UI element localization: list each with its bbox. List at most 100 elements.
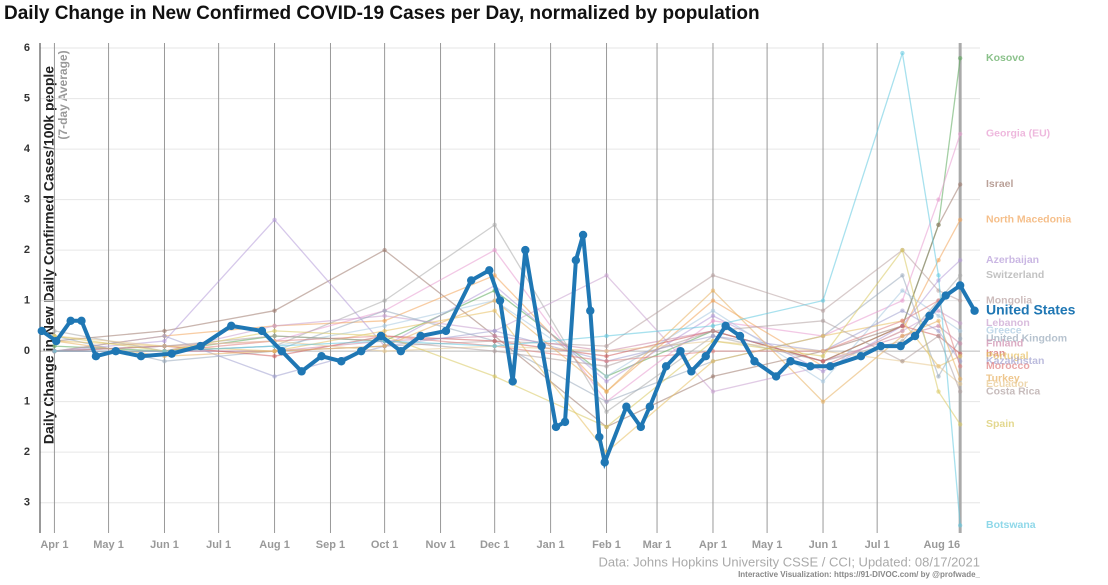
country-point — [900, 308, 905, 313]
highlight-point — [750, 357, 759, 366]
country-label[interactable]: Kazakhstan — [986, 355, 1044, 367]
country-point — [936, 222, 941, 228]
country-point — [936, 197, 941, 202]
highlight-point — [586, 306, 595, 315]
highlight-point — [396, 346, 406, 356]
country-point — [936, 328, 941, 334]
country-point — [382, 308, 387, 313]
country-point — [957, 381, 963, 387]
country-point — [604, 364, 609, 369]
country-line — [54, 58, 961, 378]
x-tick-label: Apr 1 — [40, 539, 68, 551]
series-group — [37, 50, 979, 528]
country-point — [936, 258, 941, 263]
country-point — [492, 222, 497, 228]
highlight-point — [676, 346, 685, 356]
country-label[interactable]: Georgia (EU) — [986, 128, 1050, 140]
x-tick-label: Oct 1 — [371, 539, 399, 551]
country-point — [957, 321, 963, 326]
country-point — [710, 328, 716, 334]
country-label[interactable]: Greece — [986, 325, 1022, 337]
country-point — [820, 318, 826, 324]
x-tick-label: Sep 1 — [316, 539, 345, 551]
country-point — [382, 247, 387, 253]
country-point — [272, 308, 277, 313]
country-label[interactable]: Ecuador — [986, 378, 1028, 390]
country-point — [936, 333, 941, 339]
country-label[interactable]: Turkey — [986, 373, 1020, 385]
country-point — [710, 374, 716, 379]
country-point — [710, 308, 716, 313]
country-label[interactable]: Israel — [986, 178, 1014, 190]
country-point — [957, 131, 963, 137]
country-point — [52, 328, 57, 334]
country-label[interactable]: Spain — [986, 418, 1015, 430]
country-point — [604, 333, 609, 339]
country-point — [957, 422, 963, 427]
highlight-point — [970, 306, 979, 315]
country-point — [900, 50, 905, 56]
country-label[interactable]: North Macedonia — [986, 214, 1071, 226]
country-point — [604, 374, 609, 379]
country-point — [710, 359, 716, 364]
country-label[interactable]: Portugal — [986, 350, 1029, 362]
x-tick-label: Aug 1 — [259, 539, 290, 551]
country-label[interactable]: Morocco — [986, 360, 1030, 372]
country-line — [54, 223, 961, 413]
country-point — [820, 369, 826, 374]
country-point — [936, 374, 941, 379]
highlight-point — [495, 296, 505, 305]
highlight-label[interactable]: United States — [986, 301, 1076, 317]
country-point — [492, 348, 497, 354]
credit-note: Interactive Visualization: https://91-DI… — [738, 570, 980, 579]
country-label[interactable]: Mongolia — [986, 294, 1032, 306]
country-point — [492, 333, 497, 339]
highlight-point — [317, 351, 326, 361]
country-label[interactable]: Botswana — [986, 519, 1036, 531]
country-point — [820, 379, 826, 384]
country-label[interactable]: Costa Rica — [986, 385, 1040, 397]
country-point — [936, 364, 941, 369]
country-label[interactable]: Lebanon — [986, 317, 1030, 329]
highlight-point — [467, 276, 476, 285]
country-point — [382, 343, 387, 349]
highlight-point — [595, 432, 604, 442]
x-tick-label: Jul 1 — [206, 539, 231, 551]
country-point — [604, 343, 609, 349]
country-label[interactable]: Azerbaijan — [986, 254, 1039, 266]
x-tick-label: Mar 1 — [643, 539, 672, 551]
highlight-point — [537, 341, 546, 351]
highlight-point — [376, 331, 386, 341]
country-point — [382, 323, 387, 329]
country-point — [710, 333, 716, 339]
country-point — [604, 273, 609, 278]
country-label[interactable]: United Kingdom — [986, 332, 1067, 344]
country-label[interactable]: Iran — [986, 347, 1005, 359]
highlight-point — [277, 346, 286, 356]
y-tick-label: 1 — [24, 396, 30, 408]
y-axis-sublabel: (7-day Average) — [56, 50, 70, 139]
country-point — [900, 318, 905, 324]
country-point — [820, 333, 826, 339]
highlight-point — [66, 316, 75, 326]
country-point — [162, 338, 167, 344]
highlight-point — [91, 351, 101, 361]
highlight-point — [485, 266, 494, 275]
country-label[interactable]: Finland — [986, 337, 1023, 349]
country-point — [272, 353, 277, 359]
highlight-point — [876, 341, 885, 351]
country-point — [957, 258, 963, 263]
highlight-point — [735, 331, 745, 341]
country-point — [272, 374, 277, 379]
country-point — [162, 343, 167, 349]
highlight-point — [910, 331, 920, 341]
country-label[interactable]: Switzerland — [986, 269, 1044, 281]
highlight-point — [77, 316, 86, 326]
highlight-point — [701, 351, 710, 361]
country-point — [492, 328, 497, 334]
x-tick-label: Jun 1 — [809, 539, 838, 551]
country-point — [957, 364, 963, 369]
country-point — [604, 348, 609, 354]
highlight-point — [257, 326, 267, 336]
country-label[interactable]: Kosovo — [986, 52, 1025, 64]
